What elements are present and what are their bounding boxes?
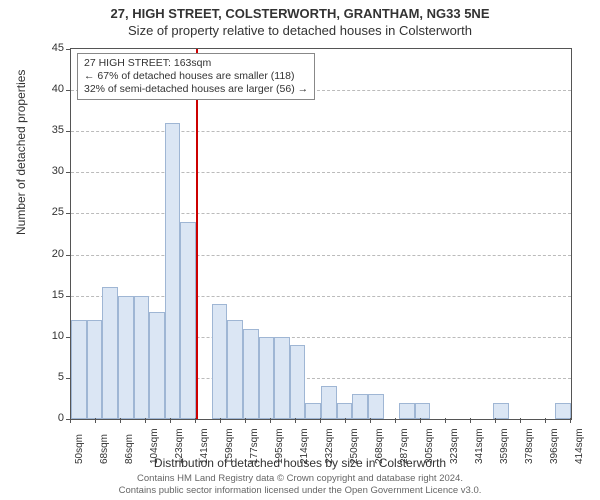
y-tick-label: 15 bbox=[34, 289, 64, 301]
y-tick-label: 30 bbox=[34, 165, 64, 177]
y-tick-label: 35 bbox=[34, 124, 64, 136]
title-line2: Size of property relative to detached ho… bbox=[0, 23, 600, 40]
x-tick-mark bbox=[470, 418, 471, 423]
x-tick-mark bbox=[245, 418, 246, 423]
callout-line3: 32% of semi-detached houses are larger (… bbox=[84, 83, 308, 96]
reference-line bbox=[196, 49, 198, 419]
title-line1: 27, HIGH STREET, COLSTERWORTH, GRANTHAM,… bbox=[0, 6, 600, 23]
x-tick-mark bbox=[495, 418, 496, 423]
y-tick-label: 25 bbox=[34, 206, 64, 218]
y-tick-label: 45 bbox=[34, 42, 64, 54]
y-tick-label: 5 bbox=[34, 371, 64, 383]
histogram-bar bbox=[212, 304, 228, 419]
x-tick-mark bbox=[195, 418, 196, 423]
histogram-bar bbox=[118, 296, 134, 419]
histogram-bar bbox=[102, 287, 118, 419]
y-tick-mark bbox=[66, 172, 71, 173]
histogram-bar bbox=[555, 403, 571, 419]
y-tick-mark bbox=[66, 90, 71, 91]
histogram-bar bbox=[415, 403, 431, 419]
y-tick-mark bbox=[66, 255, 71, 256]
histogram-bar bbox=[165, 123, 181, 419]
gridline-h bbox=[71, 255, 571, 256]
histogram-bar bbox=[352, 394, 368, 419]
x-tick-mark bbox=[220, 418, 221, 423]
callout-box: 27 HIGH STREET: 163sqm← 67% of detached … bbox=[77, 53, 315, 100]
x-tick-mark bbox=[370, 418, 371, 423]
histogram-bar bbox=[290, 345, 306, 419]
histogram-bar bbox=[493, 403, 509, 419]
x-tick-mark bbox=[70, 418, 71, 423]
gridline-h bbox=[71, 172, 571, 173]
x-tick-mark bbox=[420, 418, 421, 423]
gridline-h bbox=[71, 131, 571, 132]
x-tick-mark bbox=[345, 418, 346, 423]
footer-attribution: Contains HM Land Registry data © Crown c… bbox=[0, 473, 600, 497]
x-tick-mark bbox=[170, 418, 171, 423]
x-tick-mark bbox=[95, 418, 96, 423]
plot-area: 27 HIGH STREET: 163sqm← 67% of detached … bbox=[70, 48, 572, 420]
footer-line2: Contains public sector information licen… bbox=[0, 485, 600, 497]
title-block: 27, HIGH STREET, COLSTERWORTH, GRANTHAM,… bbox=[0, 0, 600, 40]
x-tick-mark bbox=[120, 418, 121, 423]
histogram-bar bbox=[134, 296, 150, 419]
x-tick-mark bbox=[395, 418, 396, 423]
y-tick-label: 0 bbox=[34, 412, 64, 424]
x-tick-mark bbox=[295, 418, 296, 423]
x-tick-mark bbox=[520, 418, 521, 423]
histogram-bar bbox=[259, 337, 275, 419]
y-tick-label: 20 bbox=[34, 248, 64, 260]
x-tick-mark bbox=[320, 418, 321, 423]
y-tick-label: 10 bbox=[34, 330, 64, 342]
histogram-bar bbox=[71, 320, 87, 419]
gridline-h bbox=[71, 213, 571, 214]
chart-area: 27 HIGH STREET: 163sqm← 67% of detached … bbox=[70, 48, 570, 418]
histogram-bar bbox=[87, 320, 103, 419]
histogram-bar bbox=[399, 403, 415, 419]
page-root: 27, HIGH STREET, COLSTERWORTH, GRANTHAM,… bbox=[0, 0, 600, 500]
histogram-bar bbox=[243, 329, 259, 419]
callout-line1: 27 HIGH STREET: 163sqm bbox=[84, 57, 308, 70]
y-tick-mark bbox=[66, 131, 71, 132]
x-tick-mark bbox=[445, 418, 446, 423]
footer-line1: Contains HM Land Registry data © Crown c… bbox=[0, 473, 600, 485]
y-axis-label: Number of detached properties bbox=[14, 70, 28, 235]
x-tick-mark bbox=[145, 418, 146, 423]
y-tick-mark bbox=[66, 296, 71, 297]
histogram-bar bbox=[337, 403, 353, 419]
callout-line2: ← 67% of detached houses are smaller (11… bbox=[84, 70, 308, 83]
x-tick-mark bbox=[270, 418, 271, 423]
x-axis-label: Distribution of detached houses by size … bbox=[0, 456, 600, 470]
histogram-bar bbox=[305, 403, 321, 419]
x-tick-mark bbox=[545, 418, 546, 423]
histogram-bar bbox=[227, 320, 243, 419]
histogram-bar bbox=[180, 222, 196, 419]
histogram-bar bbox=[149, 312, 165, 419]
histogram-bar bbox=[321, 386, 337, 419]
histogram-bar bbox=[274, 337, 290, 419]
histogram-bar bbox=[368, 394, 384, 419]
x-tick-mark bbox=[570, 418, 571, 423]
y-tick-mark bbox=[66, 49, 71, 50]
y-tick-mark bbox=[66, 213, 71, 214]
y-tick-label: 40 bbox=[34, 83, 64, 95]
